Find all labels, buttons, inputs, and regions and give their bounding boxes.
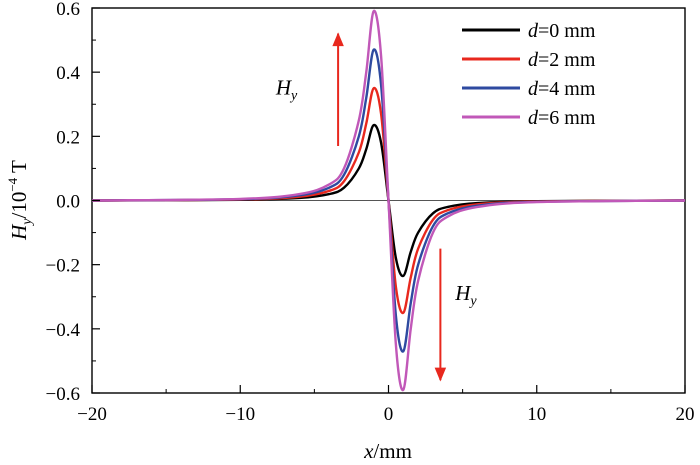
legend: d=0 mm d=2 mm d=4 mm d=6 mm [462, 20, 596, 129]
legend-entry: d=6 mm [528, 107, 596, 129]
x-tick-label: 10 [527, 404, 546, 425]
x-tick-label: −20 [77, 404, 107, 425]
y-tick-label: −0.2 [46, 256, 80, 277]
x-tick-label: 0 [384, 404, 394, 425]
y-tick-label: 0.0 [56, 192, 80, 213]
annotation-label: Hy [454, 281, 477, 309]
legend-entry: d=0 mm [528, 20, 596, 42]
legend-entry: d=2 mm [528, 49, 596, 71]
x-axis-label: x/mm [363, 439, 412, 463]
legend-entry: d=4 mm [528, 78, 596, 100]
x-axis-ticks: −20 −10 0 10 20 [77, 385, 695, 425]
annotations: Hy Hy [275, 32, 477, 382]
y-tick-label: 0.4 [56, 63, 80, 84]
series-line [91, 9, 686, 392]
annotation-arrowhead [332, 32, 344, 47]
y-axis-label: Hy/10−4 T [5, 160, 35, 241]
x-tick-label: −10 [225, 404, 255, 425]
y-axis-ticks: −0.6 −0.4 −0.2 0.0 0.2 0.4 0.6 [46, 0, 100, 405]
y-tick-label: −0.6 [46, 384, 80, 405]
annotation-label: Hy [275, 76, 298, 104]
series-lines [91, 9, 686, 392]
y-tick-label: 0.6 [56, 0, 80, 20]
plot-area: Hy Hy [91, 7, 686, 394]
annotation-arrowhead [434, 367, 447, 382]
y-tick-label: −0.4 [46, 320, 81, 341]
y-tick-label: 0.2 [56, 127, 80, 148]
x-tick-label: 20 [676, 404, 695, 425]
